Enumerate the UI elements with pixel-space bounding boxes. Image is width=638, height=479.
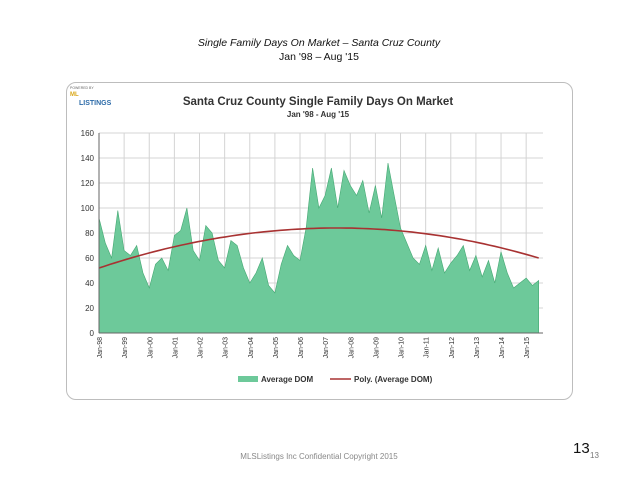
y-tick-label: 120 (81, 179, 95, 188)
y-tick-label: 0 (90, 329, 95, 338)
legend-swatch-area (238, 376, 258, 382)
x-tick-label: Jan-09 (373, 337, 380, 359)
x-tick-label: Jan-98 (97, 337, 104, 359)
area-series-average-dom (98, 162, 539, 334)
chart-subtitle: Jan '98 - Aug '15 (287, 110, 350, 119)
y-tick-label: 100 (81, 204, 95, 213)
logo-powered-by: POWERED BY (70, 86, 94, 90)
y-tick-label: 80 (85, 229, 94, 238)
y-tick-label: 140 (81, 154, 95, 163)
x-tick-label: Jan-15 (524, 337, 531, 359)
x-tick-label: Jan-05 (273, 337, 280, 359)
x-tick-label: Jan-03 (223, 337, 230, 359)
legend-label-trend: Poly. (Average DOM) (354, 375, 433, 384)
x-tick-label: Jan-07 (323, 337, 330, 359)
x-tick-label: Jan-06 (298, 337, 305, 359)
chart-title: Santa Cruz County Single Family Days On … (183, 96, 453, 108)
x-tick-label: Jan-13 (474, 337, 481, 359)
x-tick-label: Jan-00 (147, 337, 154, 359)
x-tick-label: Jan-12 (449, 337, 456, 359)
slide-title: Single Family Days On Market – Santa Cru… (197, 37, 441, 49)
x-tick-label: Jan-14 (499, 337, 506, 359)
x-tick-label: Jan-04 (248, 337, 255, 359)
trend-line-poly (98, 227, 539, 269)
x-tick-label: Jan-11 (424, 337, 431, 358)
x-tick-label: Jan-02 (198, 337, 205, 359)
chart: Santa Cruz County Single Family Days On … (81, 96, 543, 384)
x-tick-label: Jan-01 (172, 337, 179, 359)
y-tick-label: 40 (85, 279, 94, 288)
footer-copyright: MLSListings Inc Confidential Copyright 2… (240, 452, 398, 461)
logo-listings: LISTINGS (79, 100, 112, 107)
x-tick-label: Jan-10 (399, 337, 406, 359)
page-number-small: 13 (590, 451, 599, 460)
x-tick-label: Jan-99 (122, 337, 129, 359)
legend-label-area: Average DOM (261, 375, 314, 384)
y-tick-label: 20 (85, 304, 94, 313)
y-tick-label: 160 (81, 129, 95, 138)
page-number: 13 (573, 440, 590, 457)
slide-subtitle: Jan '98 – Aug '15 (279, 51, 359, 63)
y-tick-label: 60 (85, 254, 94, 263)
logo-ml: ML (70, 92, 79, 98)
x-tick-label: Jan-08 (348, 337, 355, 359)
